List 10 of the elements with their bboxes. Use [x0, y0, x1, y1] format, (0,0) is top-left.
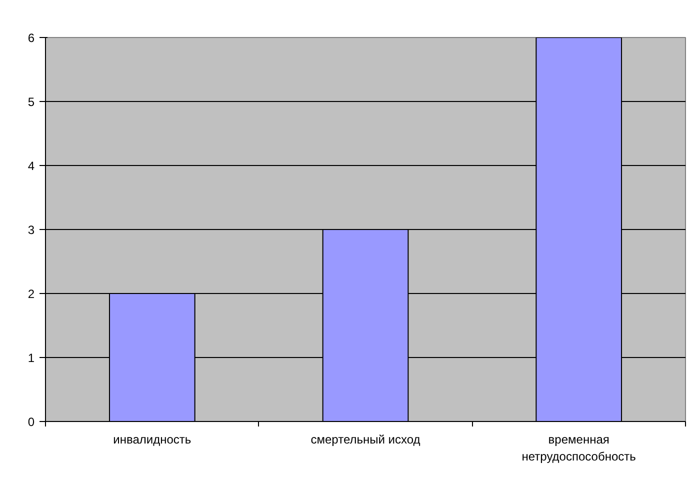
- x-tick-label: смертельный исход: [310, 432, 420, 446]
- y-tick-label: 2: [28, 287, 35, 301]
- x-tick-label: инвалидность: [113, 432, 192, 446]
- y-tick-label: 1: [28, 351, 35, 365]
- y-tick-label: 5: [28, 95, 35, 109]
- x-tick-label: временная нетрудоспособность: [522, 432, 636, 464]
- y-tick-label: 3: [28, 223, 35, 237]
- y-tick-label: 4: [28, 159, 35, 173]
- y-tick-label: 6: [28, 31, 35, 45]
- y-tick-label: 0: [28, 415, 35, 429]
